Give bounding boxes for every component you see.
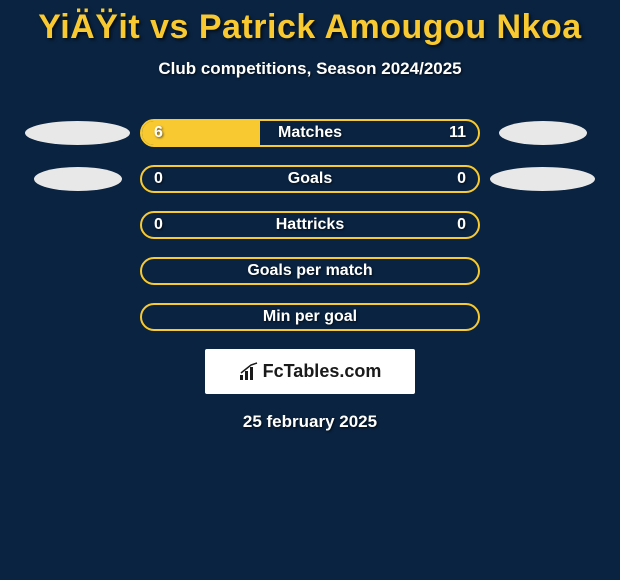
stat-bar: 6Matches11: [140, 119, 480, 147]
right-badge-slot: [490, 165, 595, 193]
stat-label: Goals per match: [142, 259, 478, 283]
left-badge-slot: [25, 303, 130, 331]
left-badge-slot: [25, 211, 130, 239]
stat-bar: Min per goal: [140, 303, 480, 331]
left-badge-slot: [25, 257, 130, 285]
right-badge-slot: [490, 211, 595, 239]
stat-bar: 0Hattricks0: [140, 211, 480, 239]
player-badge-right: [490, 167, 595, 191]
stats-rows: 6Matches110Goals00Hattricks0Goals per ma…: [0, 119, 620, 331]
right-badge-slot: [490, 257, 595, 285]
stat-row: 0Goals0: [10, 165, 610, 193]
comparison-infographic: YiÄŸit vs Patrick Amougou Nkoa Club comp…: [0, 0, 620, 432]
player-badge-right: [499, 121, 587, 145]
stat-right-value: 11: [449, 121, 466, 145]
stat-bar: Goals per match: [140, 257, 480, 285]
brand-logo: FcTables.com: [205, 349, 415, 394]
stat-label: Hattricks: [142, 213, 478, 237]
stat-label: Min per goal: [142, 305, 478, 329]
stat-row: 6Matches11: [10, 119, 610, 147]
stat-bar: 0Goals0: [140, 165, 480, 193]
player-badge-left: [34, 167, 122, 191]
right-badge-slot: [490, 303, 595, 331]
stat-right-value: 0: [457, 213, 466, 237]
date-label: 25 february 2025: [0, 412, 620, 432]
brand-text: FcTables.com: [263, 361, 382, 382]
stat-row: 0Hattricks0: [10, 211, 610, 239]
left-badge-slot: [25, 165, 130, 193]
chart-icon: [239, 362, 259, 382]
stat-right-value: 0: [457, 167, 466, 191]
stat-label: Goals: [142, 167, 478, 191]
stat-label: Matches: [142, 121, 478, 145]
right-badge-slot: [490, 119, 595, 147]
player-badge-left: [25, 121, 130, 145]
left-badge-slot: [25, 119, 130, 147]
stat-row: Min per goal: [10, 303, 610, 331]
stat-row: Goals per match: [10, 257, 610, 285]
page-subtitle: Club competitions, Season 2024/2025: [0, 59, 620, 79]
page-title: YiÄŸit vs Patrick Amougou Nkoa: [0, 8, 620, 47]
